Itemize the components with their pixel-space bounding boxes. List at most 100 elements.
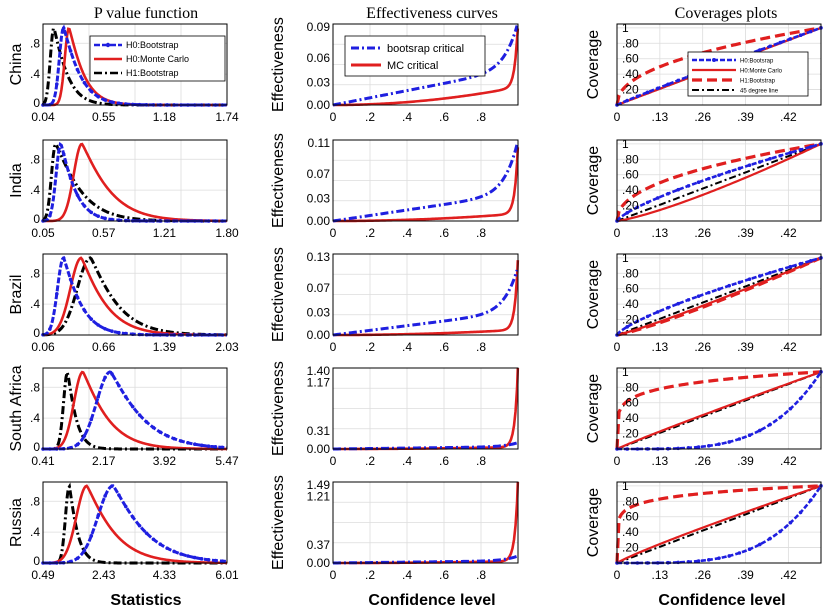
effectiveness-ylabel: Effectiveness (270, 133, 287, 228)
pvalue-marker (137, 413, 142, 417)
coverage-marker (747, 163, 752, 167)
coverage-marker (768, 271, 772, 275)
coverage-marker (666, 191, 670, 196)
coverage-marker (707, 290, 711, 295)
coverage-marker (768, 422, 772, 427)
coverage-marker (809, 29, 813, 34)
coverage-ytick: 1 (622, 365, 629, 379)
coverage-marker (666, 82, 670, 87)
coverage-marker (798, 510, 803, 515)
coverage-xtick: .39 (737, 110, 754, 124)
effectiveness-frame (332, 139, 519, 222)
coverage-series-45-degree-line (616, 256, 822, 336)
pvalue-marker (48, 213, 52, 218)
coverage-legend-marker (712, 58, 716, 62)
effectiveness-ytick: 0.00 (307, 442, 331, 456)
coverage-ylabel: Coverage (585, 146, 602, 215)
coverage-xtick: .13 (651, 340, 668, 354)
coverage-ytick: .60 (622, 282, 639, 296)
effectiveness-xtick: .2 (365, 568, 375, 582)
coverage-ytick: .40 (622, 67, 639, 81)
coverage-xtick: .39 (737, 340, 754, 354)
pvalue-marker (158, 430, 163, 434)
pvalue-marker (117, 383, 121, 388)
coverage-marker (656, 310, 660, 314)
coverage-ytick: .60 (622, 510, 639, 524)
pvalue-xlabel: Statistics (110, 592, 181, 609)
effectiveness-legend-label: MC critical (387, 60, 438, 72)
pvalue-legend: H0:Bootstrap H0:Monte Carlo H1:Bootstrap (89, 35, 226, 82)
pvalue-frame (42, 367, 228, 450)
effectiveness-xtick: .6 (439, 340, 449, 354)
effectiveness-xtick: .4 (402, 340, 412, 354)
pvalue-xtick: 1.18 (153, 110, 177, 124)
effectiveness-ytick: 0.37 (307, 538, 331, 552)
coverage-xtick: .26 (694, 454, 711, 468)
coverage-marker (635, 205, 640, 210)
coverage-marker (768, 536, 772, 541)
coverage-marker (788, 37, 793, 41)
effectiveness-series-mc-critical (333, 28, 520, 107)
coverage-ytick: .20 (622, 199, 639, 213)
coverage-ytick: .20 (622, 541, 639, 555)
pvalue-marker (55, 82, 59, 86)
pvalue-marker (103, 494, 107, 498)
coverage-legend-label: H1:Bootstrap (740, 79, 776, 85)
coverage-marker (645, 90, 650, 95)
effectiveness-ytick: 0.11 (308, 136, 331, 150)
pvalue-marker (220, 445, 225, 450)
pvalue-marker (144, 420, 149, 424)
pvalue-ytick: .4 (30, 297, 40, 311)
effectiveness-xtick: .8 (476, 110, 486, 124)
coverage-series-h0-monte-carlo (616, 142, 822, 223)
coverage-xtick: .39 (737, 568, 754, 582)
effectiveness-xtick: 0 (330, 226, 337, 240)
coverage-marker (737, 166, 742, 171)
pvalue-marker (130, 515, 135, 519)
effectiveness-ylabel: Effectiveness (270, 17, 287, 112)
coverage-marker (778, 529, 782, 534)
effectiveness-ytick: 0.31 (307, 424, 331, 438)
pvalue-marker (68, 559, 73, 564)
pvalue-xtick: 2.17 (92, 454, 116, 468)
effectiveness-ytick: 0.03 (307, 75, 331, 89)
coverage-frame (616, 23, 822, 106)
coverage-marker (635, 319, 640, 324)
effectiveness-panel-3: 0.00 0.31 1.171.40 0 .2 .4 .6 .8 Effectiveness (270, 361, 520, 468)
pvalue-xtick: 0.66 (92, 340, 116, 354)
pvalue-marker (199, 557, 204, 561)
pvalue-marker (124, 504, 128, 509)
pvalue-xtick: 6.01 (215, 568, 239, 582)
pvalue-marker (96, 323, 100, 327)
pvalue-column-title: P value function (94, 5, 198, 22)
coverage-marker (758, 160, 762, 164)
coverage-ytick: .60 (622, 396, 639, 410)
effectiveness-xtick: .4 (402, 226, 412, 240)
coverage-ylabel: Coverage (585, 30, 602, 99)
coverage-xtick: .13 (651, 454, 668, 468)
pvalue-marker (179, 439, 183, 443)
pvalue-marker (158, 542, 163, 547)
effectiveness-xtick: .2 (365, 454, 375, 468)
coverage-series-h1-bootstrap (615, 370, 822, 450)
coverage-xtick: 0 (614, 568, 621, 582)
effectiveness-ytick: 0.00 (307, 98, 331, 112)
coverage-marker (727, 440, 731, 444)
coverage-ytick: .40 (622, 525, 639, 539)
coverage-marker (778, 415, 782, 420)
pvalue-series-h0-monte-carlo (42, 484, 228, 565)
pvalue-marker (206, 557, 211, 562)
coverage-marker (747, 547, 752, 552)
coverage-marker (707, 444, 711, 448)
pvalue-marker (130, 102, 135, 107)
coverage-marker (717, 556, 721, 560)
pvalue-legend-label: H0:Bootstrap (126, 40, 179, 50)
coverage-xtick: 0 (614, 226, 621, 240)
coverage-ytick: .40 (622, 411, 639, 425)
coverage-legend-label: H0:Monte Carlo (740, 69, 783, 75)
coverage-xtick: .39 (737, 454, 754, 468)
effectiveness-panel-1: 0.00 0.03 0.07 0.11 0 .2 .4 .6 .8 Effectiveness (270, 133, 520, 240)
pvalue-marker (96, 214, 100, 218)
coverage-ytick: .80 (622, 380, 639, 394)
coverage-marker (798, 261, 803, 266)
